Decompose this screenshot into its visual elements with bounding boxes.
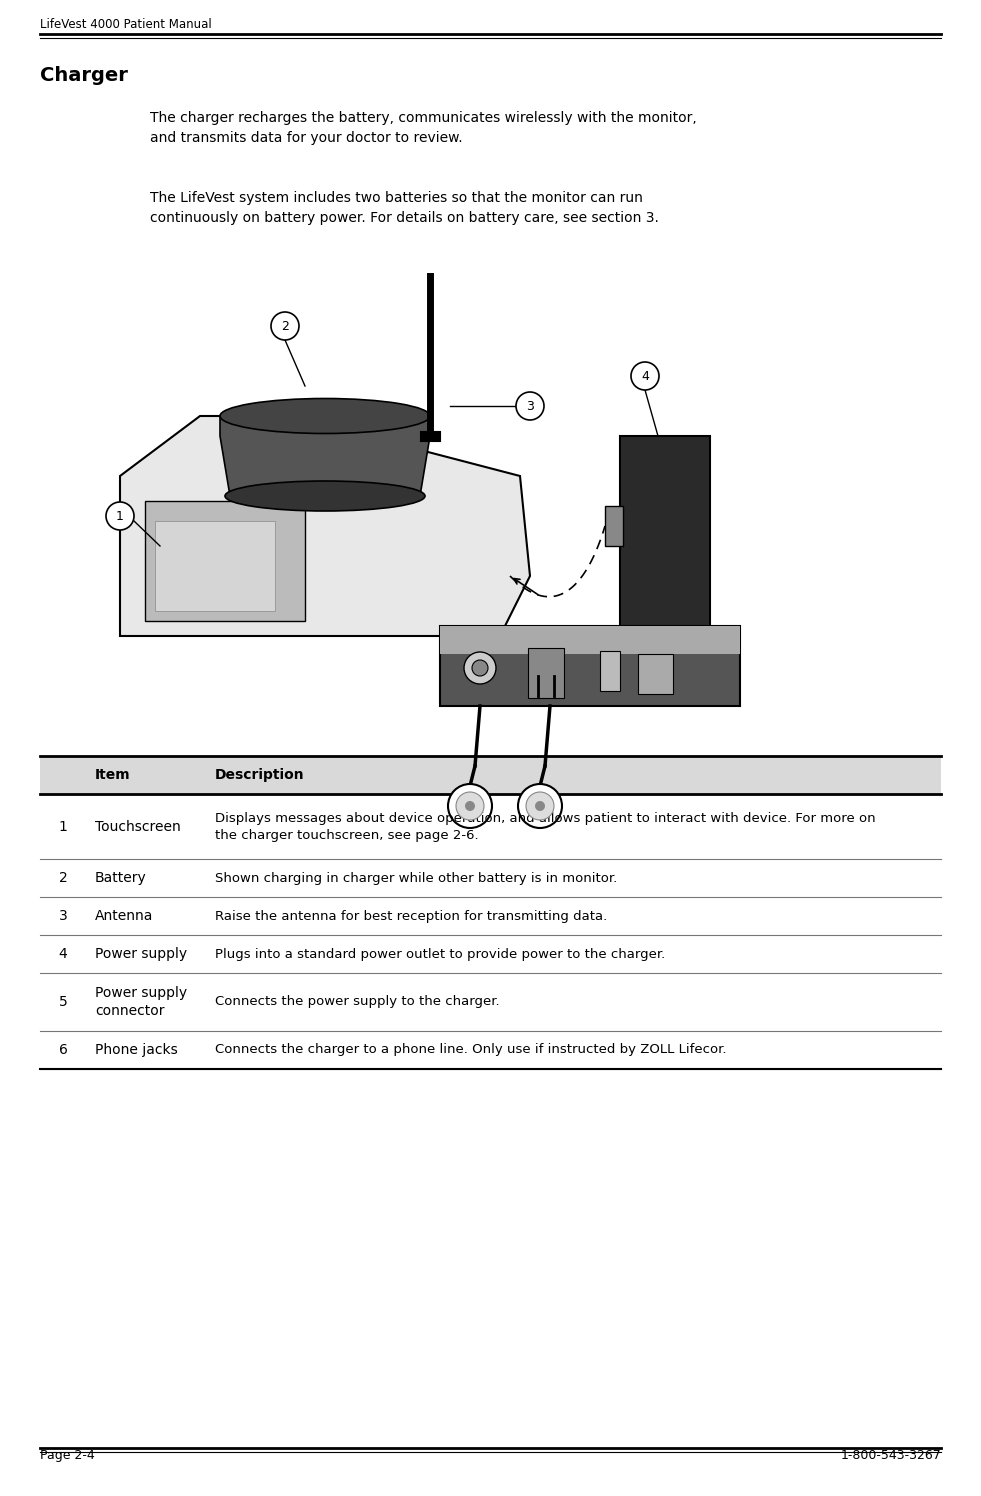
Text: 3: 3 xyxy=(59,910,68,923)
Bar xyxy=(620,435,710,625)
Circle shape xyxy=(106,503,134,530)
Ellipse shape xyxy=(220,398,430,434)
Bar xyxy=(40,972,941,1031)
Polygon shape xyxy=(120,416,530,636)
Bar xyxy=(40,1031,941,1070)
Circle shape xyxy=(631,362,659,390)
Bar xyxy=(40,859,941,898)
Bar xyxy=(40,755,941,794)
Bar xyxy=(155,521,275,610)
Text: The charger recharges the battery, communicates wirelessly with the monitor,
and: The charger recharges the battery, commu… xyxy=(150,111,697,145)
Bar xyxy=(40,935,941,972)
Bar xyxy=(145,501,305,621)
Bar xyxy=(638,654,673,694)
Text: 1: 1 xyxy=(59,820,68,833)
Text: Description: Description xyxy=(215,767,305,782)
Circle shape xyxy=(472,660,488,676)
Circle shape xyxy=(518,784,562,827)
Text: 5: 5 xyxy=(59,995,68,1008)
Bar xyxy=(605,506,623,546)
Text: 4: 4 xyxy=(641,370,649,383)
Text: Touchscreen: Touchscreen xyxy=(95,820,181,833)
Text: 4: 4 xyxy=(59,947,68,960)
Text: Displays messages about device operation, and allows patient to interact with de: Displays messages about device operation… xyxy=(215,811,876,842)
Circle shape xyxy=(465,800,475,811)
Circle shape xyxy=(448,784,492,827)
Ellipse shape xyxy=(225,482,425,512)
Text: Plugs into a standard power outlet to provide power to the charger.: Plugs into a standard power outlet to pr… xyxy=(215,947,665,960)
Circle shape xyxy=(464,652,496,684)
Text: Antenna: Antenna xyxy=(95,910,153,923)
Text: 6: 6 xyxy=(59,1043,68,1058)
Text: The LifeVest system includes two batteries so that the monitor can run
continuou: The LifeVest system includes two batteri… xyxy=(150,191,659,224)
Text: 1: 1 xyxy=(116,510,124,522)
Circle shape xyxy=(271,313,299,340)
Circle shape xyxy=(526,791,554,820)
Text: Connects the power supply to the charger.: Connects the power supply to the charger… xyxy=(215,995,499,1008)
Text: Phone jacks: Phone jacks xyxy=(95,1043,178,1058)
Text: 2: 2 xyxy=(282,320,289,332)
Text: Page 2-4: Page 2-4 xyxy=(40,1450,95,1462)
Text: 1-800-543-3267: 1-800-543-3267 xyxy=(841,1450,941,1462)
Text: Item: Item xyxy=(95,767,130,782)
Polygon shape xyxy=(220,416,430,497)
Text: LifeVest 4000 Patient Manual: LifeVest 4000 Patient Manual xyxy=(40,18,212,31)
Text: Power supply
connector: Power supply connector xyxy=(95,986,187,1017)
Bar xyxy=(600,651,620,691)
Circle shape xyxy=(456,791,484,820)
Circle shape xyxy=(516,392,544,420)
Text: Shown charging in charger while other battery is in monitor.: Shown charging in charger while other ba… xyxy=(215,872,617,884)
Bar xyxy=(528,648,564,699)
Bar xyxy=(440,625,740,706)
Text: 2: 2 xyxy=(59,871,68,886)
Text: Charger: Charger xyxy=(40,66,128,85)
Bar xyxy=(40,794,941,859)
Text: 3: 3 xyxy=(526,399,534,413)
Text: Raise the antenna for best reception for transmitting data.: Raise the antenna for best reception for… xyxy=(215,910,607,923)
Text: Power supply: Power supply xyxy=(95,947,187,960)
Text: Connects the charger to a phone line. Only use if instructed by ZOLL Lifecor.: Connects the charger to a phone line. On… xyxy=(215,1044,727,1056)
Bar xyxy=(40,898,941,935)
Circle shape xyxy=(535,800,545,811)
Text: Battery: Battery xyxy=(95,871,147,886)
Bar xyxy=(440,625,740,654)
